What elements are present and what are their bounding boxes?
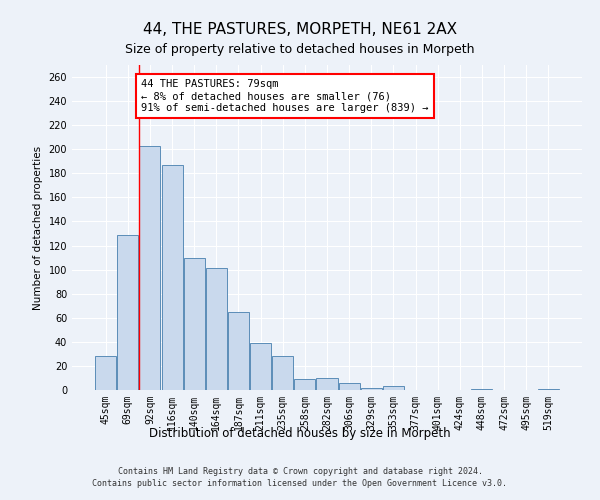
Bar [361,388,382,390]
Bar [250,343,271,390]
Bar [161,165,182,390]
Text: 44, THE PASTURES, MORPETH, NE61 2AX: 44, THE PASTURES, MORPETH, NE61 2AX [143,22,457,38]
Bar [95,356,116,390]
Bar [118,234,139,390]
Text: Distribution of detached houses by size in Morpeth: Distribution of detached houses by size … [149,428,451,440]
Bar [139,146,160,390]
Bar [206,268,227,390]
Bar [538,389,559,390]
Y-axis label: Number of detached properties: Number of detached properties [33,146,43,310]
Text: 44 THE PASTURES: 79sqm
← 8% of detached houses are smaller (76)
91% of semi-deta: 44 THE PASTURES: 79sqm ← 8% of detached … [141,80,428,112]
Text: Size of property relative to detached houses in Morpeth: Size of property relative to detached ho… [125,42,475,56]
Bar [316,378,338,390]
Bar [228,312,249,390]
Bar [184,258,205,390]
Bar [383,386,404,390]
Bar [272,356,293,390]
Bar [338,383,359,390]
Text: Contains HM Land Registry data © Crown copyright and database right 2024.
Contai: Contains HM Land Registry data © Crown c… [92,466,508,487]
Bar [295,379,316,390]
Bar [472,389,493,390]
